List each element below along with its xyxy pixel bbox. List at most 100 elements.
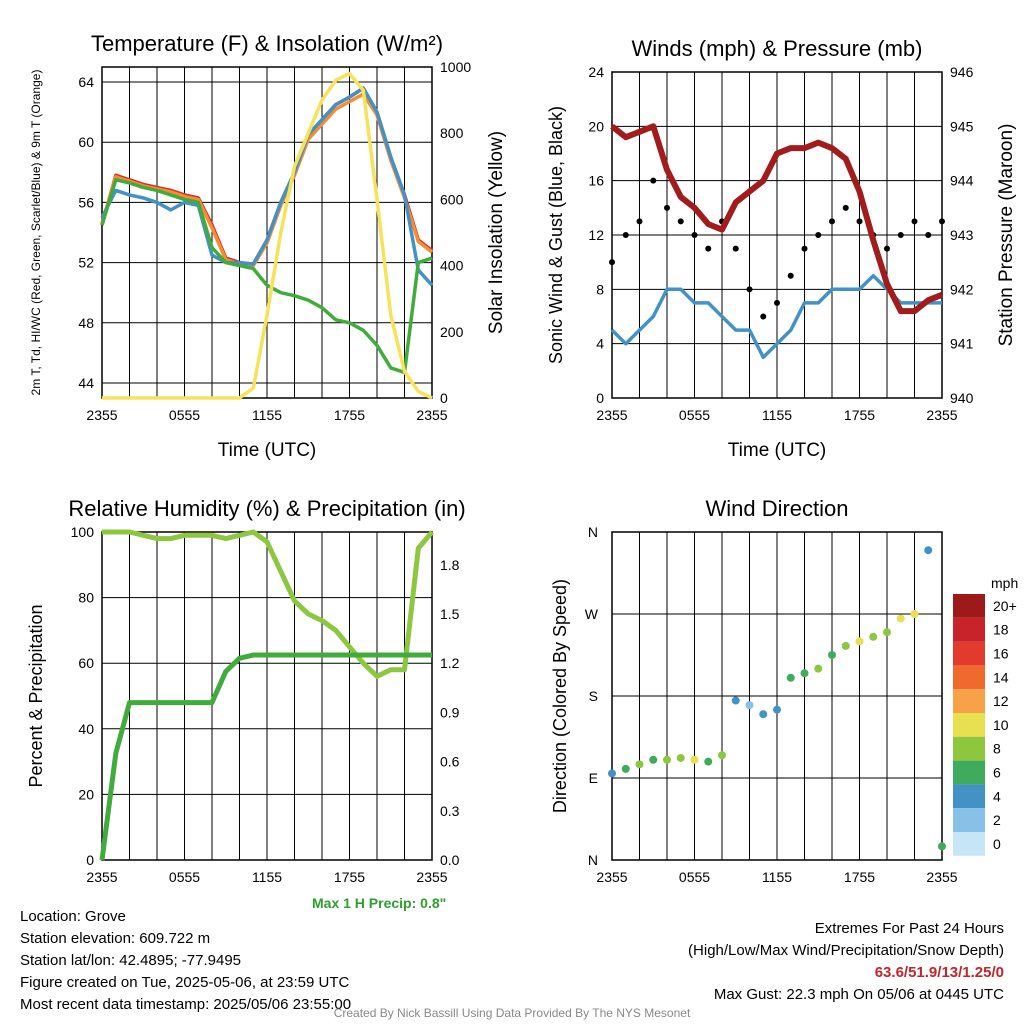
panel-0-ytick2: 200 <box>440 324 464 340</box>
panel-1-ytick2: 941 <box>950 336 974 352</box>
panel-3-xtick: 0555 <box>679 869 710 885</box>
panel-1-ytick2: 943 <box>950 227 974 243</box>
panel-3-direction-point <box>786 673 795 682</box>
panel-1-ytick2: 942 <box>950 281 974 297</box>
panel-0-ytick: 52 <box>78 255 94 271</box>
panel-1-series-1-point <box>856 218 863 225</box>
panel-0-ytick2: 800 <box>440 125 464 141</box>
panel-3-frame <box>611 531 943 861</box>
panel-1-series-1-point <box>705 245 712 252</box>
panel-3-ytick: W <box>585 606 599 622</box>
legend-label: 12 <box>993 693 1009 709</box>
created-text: Figure created on Tue, 2025-05-06, at 23… <box>20 974 350 991</box>
panel-0-ytick: 44 <box>78 375 94 391</box>
panel-2-ytick2: 0.6 <box>440 754 460 770</box>
panel-0-ytick: 64 <box>78 74 94 90</box>
panel-1-series-1-point <box>746 286 753 293</box>
legend-swatch <box>953 808 985 832</box>
panel-3-ytick: N <box>588 524 598 540</box>
panel-3-ytick: N <box>588 852 598 868</box>
panel-1-xtick: 1155 <box>762 407 792 423</box>
panel-1-series-1-point <box>677 218 684 225</box>
panel-3-xtick: 2355 <box>596 869 627 885</box>
panel-0-ytick: 56 <box>78 194 94 210</box>
panel-1-ytick: 20 <box>588 118 604 134</box>
panel-1-series-1-point <box>911 218 918 225</box>
legend-swatch <box>953 594 985 618</box>
panel-2-ytick: 60 <box>78 655 94 671</box>
panel-1-ytick: 24 <box>588 64 604 80</box>
panel-1-series-1-point <box>609 259 615 266</box>
panel-0-series-2-line <box>100 86 434 287</box>
panel-2-ytick2: 1.5 <box>440 606 460 622</box>
panel-0-xtick: 2355 <box>86 407 117 423</box>
legend-title: mph <box>991 575 1018 591</box>
panel-1-series-1-point <box>774 299 780 306</box>
station-info: Location: Grove Station elevation: 609.7… <box>20 906 351 1016</box>
legend-swatch <box>953 641 985 666</box>
panel-3-direction-point <box>828 651 836 659</box>
panel-0-xtick: 0555 <box>169 407 200 423</box>
panel-1-series-1-point <box>939 218 945 225</box>
panel-2-ytick2: 0.3 <box>440 803 460 819</box>
panel-3-direction-point <box>635 760 644 769</box>
panel-0-title: Temperature (F) & Insolation (W/m²) <box>91 31 443 56</box>
panel-3-direction-point <box>883 628 891 637</box>
panel-2-ytick2: 0.0 <box>440 852 460 868</box>
panel-1-frame <box>611 71 943 399</box>
panel-1-xtick: 0555 <box>679 407 710 423</box>
elevation-text: Station elevation: 609.722 m <box>20 930 211 947</box>
panel-1-series-1-point <box>622 232 629 238</box>
legend-swatch <box>953 617 985 642</box>
legend-swatch <box>953 665 985 690</box>
panel-3-direction-point <box>814 664 823 673</box>
panel-1-ytick: 4 <box>596 336 604 352</box>
legend-label: 14 <box>993 669 1009 685</box>
legend-label: 4 <box>993 788 1001 804</box>
max-precip-label: Max 1 H Precip: 0.8" <box>312 895 447 911</box>
panel-2-xtick: 2355 <box>86 869 117 885</box>
legend-label: 18 <box>993 622 1009 638</box>
panel-3-direction-point <box>649 755 658 764</box>
panel-3-direction-point <box>896 614 905 623</box>
panel-1-xlabel: Time (UTC) <box>728 440 827 461</box>
panel-1-ytick: 8 <box>596 281 604 297</box>
panel-3-direction-point <box>855 637 864 646</box>
panel-2-ytick2: 1.8 <box>440 557 460 573</box>
panel-3-direction-point <box>924 546 933 555</box>
latlon-text: Station lat/lon: 42.4895; -77.9495 <box>20 952 242 969</box>
panel-1-xtick: 2355 <box>926 407 957 423</box>
panel-2-ytick: 40 <box>78 721 94 737</box>
legend-swatch <box>953 832 985 856</box>
panel-1-series-1-point <box>691 232 698 238</box>
extremes-title: Extremes For Past 24 Hours <box>814 920 1004 937</box>
panel-2-ytick: 100 <box>71 524 95 540</box>
panel-1-series-1-point <box>815 232 822 238</box>
recent-text: Most recent data timestamp: 2025/05/06 2… <box>20 996 352 1013</box>
panel-1-xtick: 1755 <box>844 407 875 423</box>
panel-0-ylabel: 2m T, Td, HI/WC (Red, Green, Scarlet/Blu… <box>29 70 43 396</box>
legend-label: 2 <box>993 812 1001 828</box>
panel-2-xtick: 0555 <box>169 869 200 885</box>
panel-3-direction-point <box>910 610 919 618</box>
panel-3-direction-point <box>731 696 740 705</box>
legend-label: 10 <box>993 717 1009 733</box>
panel-3-ylabel: Direction (Colored By Speed) <box>550 579 570 813</box>
panel-2-xtick: 1755 <box>334 869 365 885</box>
extremes-info: Extremes For Past 24 Hours (High/Low/Max… <box>688 918 1004 1006</box>
panel-3-direction-point <box>663 755 671 764</box>
panel-2-ytick2: 0.9 <box>440 704 460 720</box>
panel-1-series-1-point <box>829 218 835 225</box>
panel-1-title: Winds (mph) & Pressure (mb) <box>632 36 923 61</box>
panel-2-xtick: 2355 <box>416 869 447 885</box>
panel-1-ylabel2: Station Pressure (Maroon) <box>996 124 1017 347</box>
panel-2-ylabel: Percent & Precipitation <box>26 604 46 787</box>
panel-0-ytick: 60 <box>78 134 94 150</box>
panel-0-xtick: 2355 <box>416 407 447 423</box>
panel-0-series-3-line <box>100 178 433 375</box>
panel-2-ytick2: 1.2 <box>440 655 460 671</box>
panel-2-series-0-line <box>102 529 434 679</box>
panel-1-series-1-point <box>884 245 890 252</box>
panel-2-title: Relative Humidity (%) & Precipitation (i… <box>68 496 465 521</box>
panel-3-direction-point <box>841 641 850 650</box>
